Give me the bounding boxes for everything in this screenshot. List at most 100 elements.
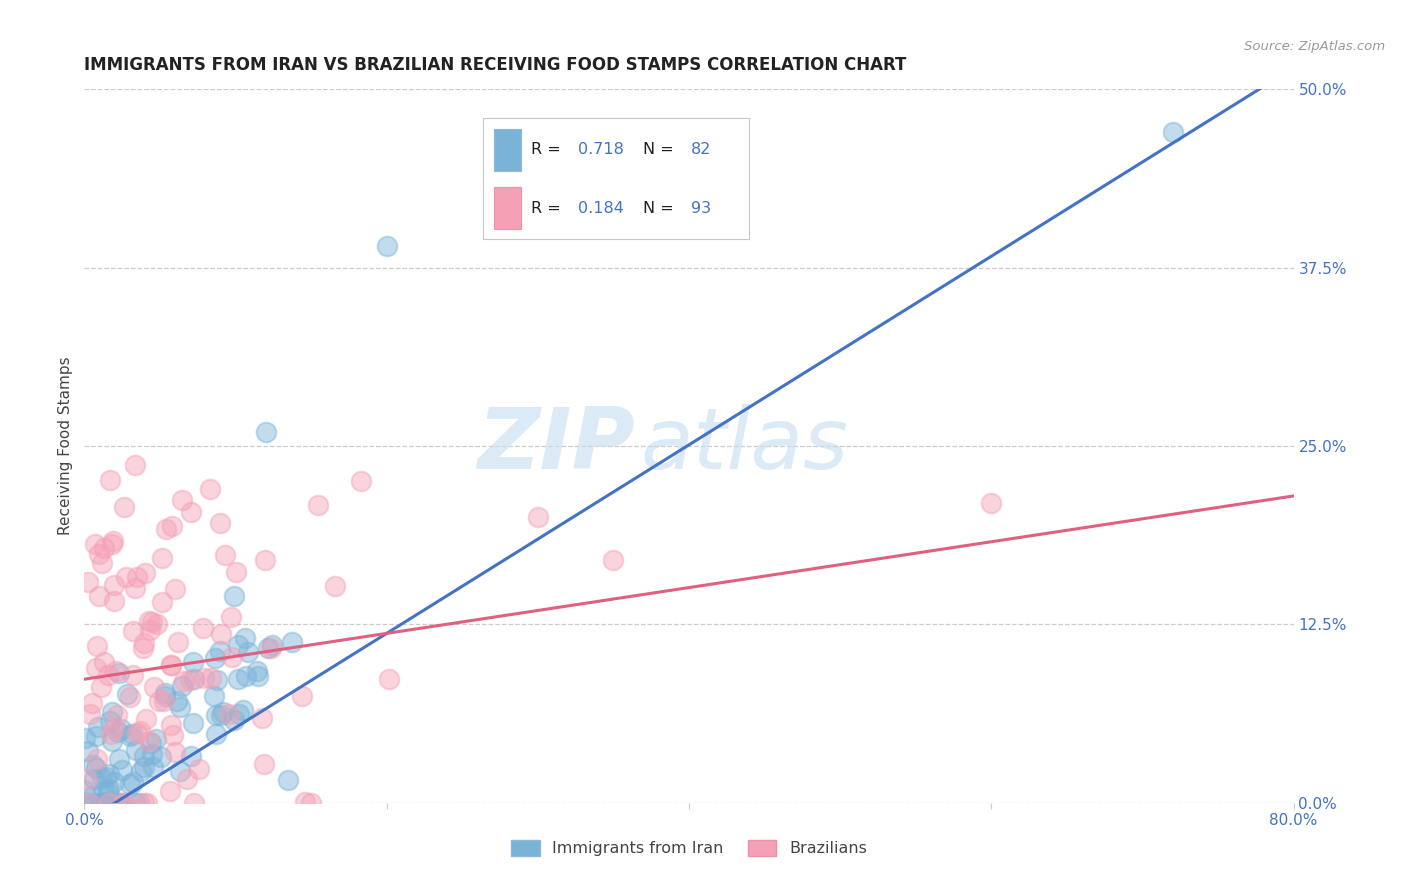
Point	[87, 589, 110, 603]
Point	[166, 634, 188, 648]
Point	[188, 762, 211, 776]
Point	[218, 706, 240, 721]
Point	[181, 716, 204, 731]
Point	[83, 772, 105, 786]
Point	[93, 784, 115, 798]
Point	[159, 657, 181, 672]
Point	[125, 742, 148, 756]
Point	[141, 615, 163, 629]
Point	[163, 745, 186, 759]
Point	[225, 565, 247, 579]
Point	[101, 534, 124, 549]
Point	[103, 578, 125, 592]
Point	[96, 796, 118, 810]
Point	[257, 640, 280, 655]
Point	[148, 694, 170, 708]
Point	[141, 747, 163, 762]
Point	[112, 796, 135, 810]
Point	[134, 748, 156, 763]
Point	[124, 581, 146, 595]
Point	[209, 708, 232, 723]
Point	[100, 733, 122, 747]
Point	[200, 672, 222, 686]
Point	[93, 655, 115, 669]
Y-axis label: Receiving Food Stamps: Receiving Food Stamps	[58, 357, 73, 535]
Point	[180, 505, 202, 519]
Point	[77, 744, 100, 758]
Point	[291, 689, 314, 703]
Point	[138, 734, 160, 748]
Point	[375, 239, 398, 253]
Point	[108, 666, 131, 681]
Point	[115, 687, 138, 701]
Point	[159, 718, 181, 732]
Point	[146, 616, 169, 631]
Point	[121, 624, 143, 639]
Text: atlas: atlas	[641, 404, 849, 488]
Point	[114, 570, 136, 584]
Point	[153, 694, 176, 708]
Point	[122, 775, 145, 789]
Point	[246, 669, 269, 683]
Point	[155, 689, 177, 703]
Point	[129, 723, 152, 738]
Text: Source: ZipAtlas.com: Source: ZipAtlas.com	[1244, 40, 1385, 54]
Point	[236, 645, 259, 659]
Point	[153, 686, 176, 700]
Point	[179, 673, 201, 687]
Point	[602, 553, 624, 567]
Point	[80, 696, 103, 710]
Point	[103, 721, 125, 735]
Point	[205, 707, 228, 722]
Point	[125, 725, 148, 739]
Point	[253, 553, 276, 567]
Point	[103, 774, 125, 789]
Point	[254, 425, 277, 439]
Point	[1161, 125, 1184, 139]
Point	[180, 749, 202, 764]
Point	[112, 500, 135, 515]
Point	[79, 706, 101, 721]
Point	[132, 760, 155, 774]
Point	[139, 735, 162, 749]
Point	[294, 795, 316, 809]
Point	[103, 594, 125, 608]
Point	[112, 796, 135, 810]
Point	[222, 589, 245, 603]
Point	[101, 706, 124, 720]
Point	[209, 644, 232, 658]
Point	[307, 499, 329, 513]
Point	[226, 638, 249, 652]
Point	[183, 796, 205, 810]
Point	[209, 627, 232, 641]
Point	[82, 758, 104, 772]
Point	[111, 763, 134, 777]
Point	[214, 548, 236, 562]
Point	[183, 672, 205, 686]
Point	[208, 516, 231, 530]
Point	[281, 634, 304, 648]
Point	[105, 708, 128, 723]
Point	[135, 796, 157, 810]
Point	[170, 679, 193, 693]
Legend: Immigrants from Iran, Brazilians: Immigrants from Iran, Brazilians	[505, 833, 873, 863]
Point	[76, 772, 98, 786]
Point	[253, 757, 276, 772]
Point	[222, 713, 245, 727]
Point	[132, 640, 155, 655]
Point	[100, 727, 122, 741]
Point	[97, 766, 120, 780]
Point	[73, 731, 96, 745]
Point	[350, 474, 373, 488]
Point	[232, 703, 254, 717]
Point	[211, 705, 233, 719]
Point	[246, 665, 269, 679]
Point	[86, 660, 108, 674]
Point	[107, 725, 129, 739]
Point	[250, 711, 273, 725]
Point	[86, 730, 108, 744]
Text: ZIP: ZIP	[477, 404, 634, 488]
Point	[83, 796, 105, 810]
Point	[299, 796, 322, 810]
Point	[97, 785, 120, 799]
